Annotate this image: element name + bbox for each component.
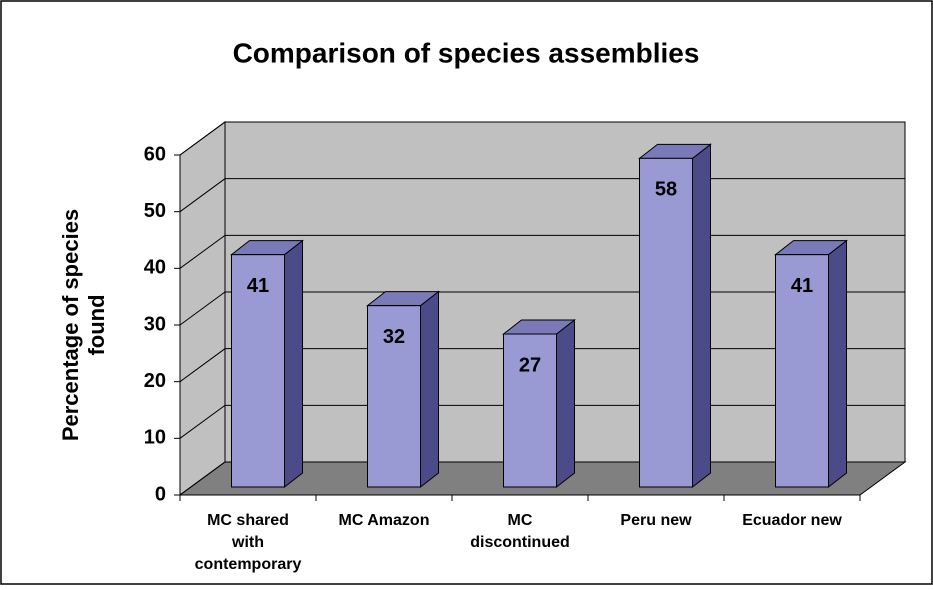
- y-axis-label: Percentage of speciesfound: [58, 209, 109, 441]
- data-label: 58: [655, 179, 677, 201]
- x-tick-label: Peru new: [620, 512, 692, 529]
- y-tick-label: 0: [155, 483, 166, 505]
- x-tick-label: Ecuador new: [742, 512, 842, 529]
- data-label: 41: [791, 275, 813, 297]
- x-tick-label: MC Amazon: [339, 512, 430, 529]
- y-tick-label: 40: [144, 257, 166, 279]
- bar-side: [420, 290, 439, 489]
- y-tick-label: 30: [144, 313, 166, 335]
- data-label: 27: [519, 354, 541, 376]
- bar-side: [556, 318, 575, 489]
- data-label: 41: [247, 275, 269, 297]
- bar: [775, 254, 829, 488]
- y-tick-label: 60: [144, 143, 166, 165]
- grid-line: [179, 121, 905, 156]
- bar-side: [692, 143, 711, 489]
- bar: [367, 305, 421, 488]
- y-tick-label: 10: [144, 427, 166, 449]
- bar: [231, 254, 285, 488]
- bar-side: [284, 239, 303, 489]
- x-tick-label: MC discontinued: [470, 512, 570, 551]
- bar-side: [828, 239, 847, 489]
- bar: [503, 333, 557, 488]
- bar: [639, 157, 693, 488]
- chart-title: Comparison of species assemblies: [233, 37, 700, 68]
- data-label: 32: [383, 326, 405, 348]
- y-tick-label: 50: [144, 200, 166, 222]
- y-tick-label: 20: [144, 370, 166, 392]
- x-tick-label: MC shared with contemporary: [195, 512, 302, 573]
